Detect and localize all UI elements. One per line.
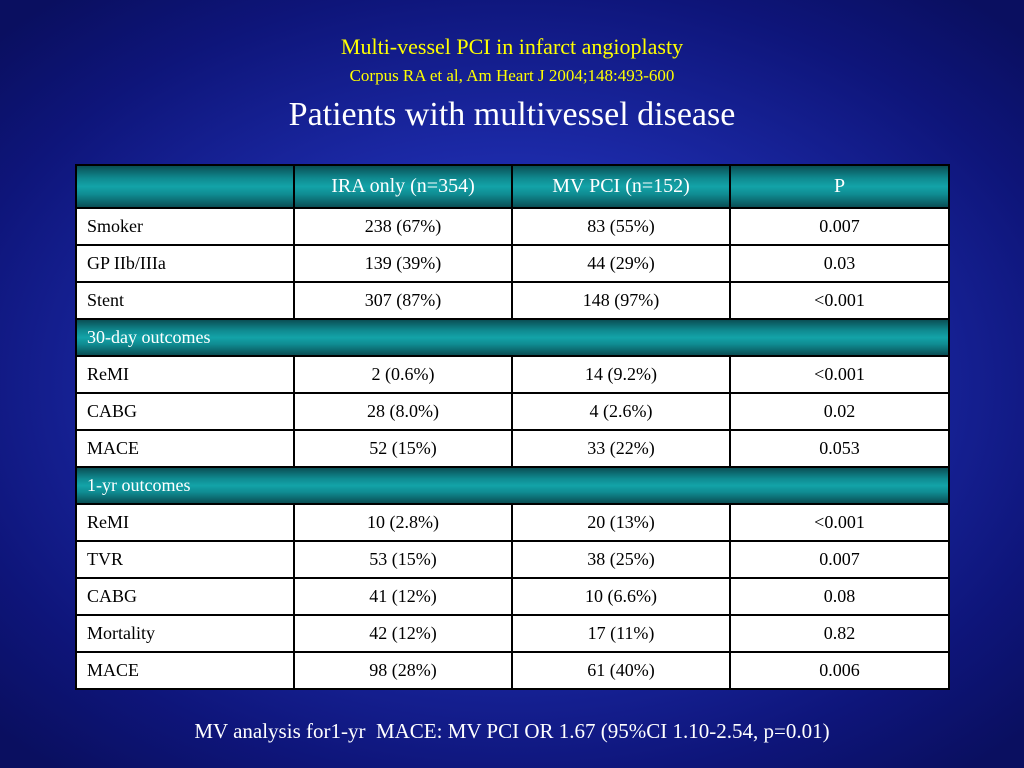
row-label: GP IIb/IIIa — [75, 244, 295, 283]
cell-mv: 10 (6.6%) — [511, 577, 731, 616]
cell-p: 0.007 — [729, 207, 950, 246]
cell-ira: 28 (8.0%) — [293, 392, 513, 431]
header-cell-mv: MV PCI (n=152) — [511, 164, 731, 209]
cell-p: 0.82 — [729, 614, 950, 653]
cell-p: <0.001 — [729, 503, 950, 542]
footer-note: MV analysis for1-yr MACE: MV PCI OR 1.67… — [194, 719, 830, 743]
slide-heading: Patients with multivessel disease — [288, 96, 736, 133]
cell-ira: 41 (12%) — [293, 577, 513, 616]
section-label: 30-day outcomes — [75, 318, 950, 357]
table-row: ReMI 2 (0.6%) 14 (9.2%) <0.001 — [75, 355, 950, 394]
table-row: CABG 41 (12%) 10 (6.6%) 0.08 — [75, 577, 950, 616]
cell-p: 0.007 — [729, 540, 950, 579]
row-label: CABG — [75, 392, 295, 431]
cell-ira: 307 (87%) — [293, 281, 513, 320]
table-header-row: IRA only (n=354) MV PCI (n=152) P — [75, 164, 950, 209]
cell-p: 0.02 — [729, 392, 950, 431]
table-row: Stent 307 (87%) 148 (97%) <0.001 — [75, 281, 950, 320]
citation: Corpus RA et al, Am Heart J 2004;148:493… — [349, 66, 675, 85]
cell-mv: 17 (11%) — [511, 614, 731, 653]
table-row: Smoker 238 (67%) 83 (55%) 0.007 — [75, 207, 950, 246]
row-label: Smoker — [75, 207, 295, 246]
slide-title: Multi-vessel PCI in infarct angioplasty — [340, 34, 684, 59]
cell-ira: 98 (28%) — [293, 651, 513, 690]
cell-ira: 10 (2.8%) — [293, 503, 513, 542]
cell-mv: 61 (40%) — [511, 651, 731, 690]
table-row: GP IIb/IIIa 139 (39%) 44 (29%) 0.03 — [75, 244, 950, 283]
cell-mv: 44 (29%) — [511, 244, 731, 283]
cell-mv: 83 (55%) — [511, 207, 731, 246]
row-label: Mortality — [75, 614, 295, 653]
table-row: TVR 53 (15%) 38 (25%) 0.007 — [75, 540, 950, 579]
cell-ira: 42 (12%) — [293, 614, 513, 653]
table-row: ReMI 10 (2.8%) 20 (13%) <0.001 — [75, 503, 950, 542]
cell-mv: 33 (22%) — [511, 429, 731, 468]
table-row: MACE 98 (28%) 61 (40%) 0.006 — [75, 651, 950, 690]
cell-ira: 53 (15%) — [293, 540, 513, 579]
cell-p: <0.001 — [729, 281, 950, 320]
results-table: IRA only (n=354) MV PCI (n=152) P Smoker… — [75, 164, 950, 690]
cell-mv: 4 (2.6%) — [511, 392, 731, 431]
cell-p: 0.03 — [729, 244, 950, 283]
cell-mv: 20 (13%) — [511, 503, 731, 542]
cell-mv: 14 (9.2%) — [511, 355, 731, 394]
section-label: 1-yr outcomes — [75, 466, 950, 505]
table-row: MACE 52 (15%) 33 (22%) 0.053 — [75, 429, 950, 468]
cell-ira: 2 (0.6%) — [293, 355, 513, 394]
row-label: MACE — [75, 429, 295, 468]
table-row: Mortality 42 (12%) 17 (11%) 0.82 — [75, 614, 950, 653]
row-label: CABG — [75, 577, 295, 616]
section-header-30-day: 30-day outcomes — [75, 318, 950, 357]
row-label: Stent — [75, 281, 295, 320]
row-label: ReMI — [75, 503, 295, 542]
cell-p: 0.053 — [729, 429, 950, 468]
header-cell-empty — [75, 164, 295, 209]
table-row: CABG 28 (8.0%) 4 (2.6%) 0.02 — [75, 392, 950, 431]
cell-ira: 52 (15%) — [293, 429, 513, 468]
cell-ira: 139 (39%) — [293, 244, 513, 283]
cell-p: 0.08 — [729, 577, 950, 616]
cell-p: 0.006 — [729, 651, 950, 690]
row-label: ReMI — [75, 355, 295, 394]
header-cell-ira: IRA only (n=354) — [293, 164, 513, 209]
cell-ira: 238 (67%) — [293, 207, 513, 246]
header-cell-p: P — [729, 164, 950, 209]
section-header-1-yr: 1-yr outcomes — [75, 466, 950, 505]
row-label: MACE — [75, 651, 295, 690]
cell-p: <0.001 — [729, 355, 950, 394]
row-label: TVR — [75, 540, 295, 579]
cell-mv: 38 (25%) — [511, 540, 731, 579]
cell-mv: 148 (97%) — [511, 281, 731, 320]
